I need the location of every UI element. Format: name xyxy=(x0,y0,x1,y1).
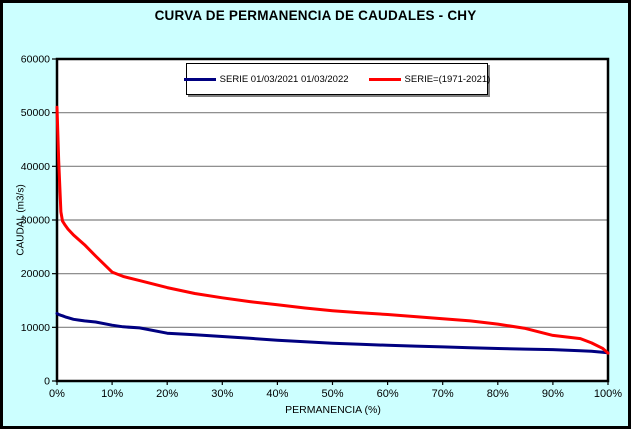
x-tick-label: 90% xyxy=(542,388,564,400)
y-tick-label: 0 xyxy=(44,376,50,388)
series-line-blue xyxy=(55,311,610,355)
x-tick-label: 20% xyxy=(156,388,178,400)
x-tick-label: 30% xyxy=(211,388,233,400)
x-axis-title: PERMANENCIA (%) xyxy=(285,404,381,416)
legend-item-serie-1971-2021: SERIE=(1971-2021) xyxy=(368,73,491,85)
x-tick-label: 40% xyxy=(266,388,288,400)
plot-border xyxy=(55,57,610,383)
y-tick-label: 30000 xyxy=(21,215,50,227)
y-tick-label: 20000 xyxy=(21,268,50,280)
x-tick-label: 80% xyxy=(487,388,509,400)
legend-item-serie-2021-2022: SERIE 01/03/2021 01/03/2022 xyxy=(183,73,349,85)
y-axis-title: CAUDAL (m3/s) xyxy=(15,184,27,256)
y-tick-label: 60000 xyxy=(21,54,50,66)
legend-label-serie-1971-2021: SERIE=(1971-2021) xyxy=(404,73,491,85)
legend-line-blue-swatch xyxy=(183,77,216,81)
series-line-red xyxy=(55,105,610,355)
y-tick-label: 50000 xyxy=(21,107,50,119)
x-tick-label: 70% xyxy=(432,388,454,400)
x-tick-label: 60% xyxy=(377,388,399,400)
y-tick-label: 10000 xyxy=(21,322,50,334)
x-tick-label: 10% xyxy=(101,388,123,400)
x-tick-label: 100% xyxy=(594,388,622,400)
y-tick-label: 40000 xyxy=(21,161,50,173)
legend: SERIE 01/03/2021 01/03/2022 SERIE=(1971-… xyxy=(183,63,491,95)
x-tick-label: 0% xyxy=(49,388,65,400)
chart-title: CURVA DE PERMANENCIA DE CAUDALES - CHY xyxy=(154,8,477,23)
legend-line-red-swatch xyxy=(368,77,401,81)
x-tick-label: 50% xyxy=(321,388,343,400)
legend-label-serie-2021-2022: SERIE 01/03/2021 01/03/2022 xyxy=(219,73,349,85)
